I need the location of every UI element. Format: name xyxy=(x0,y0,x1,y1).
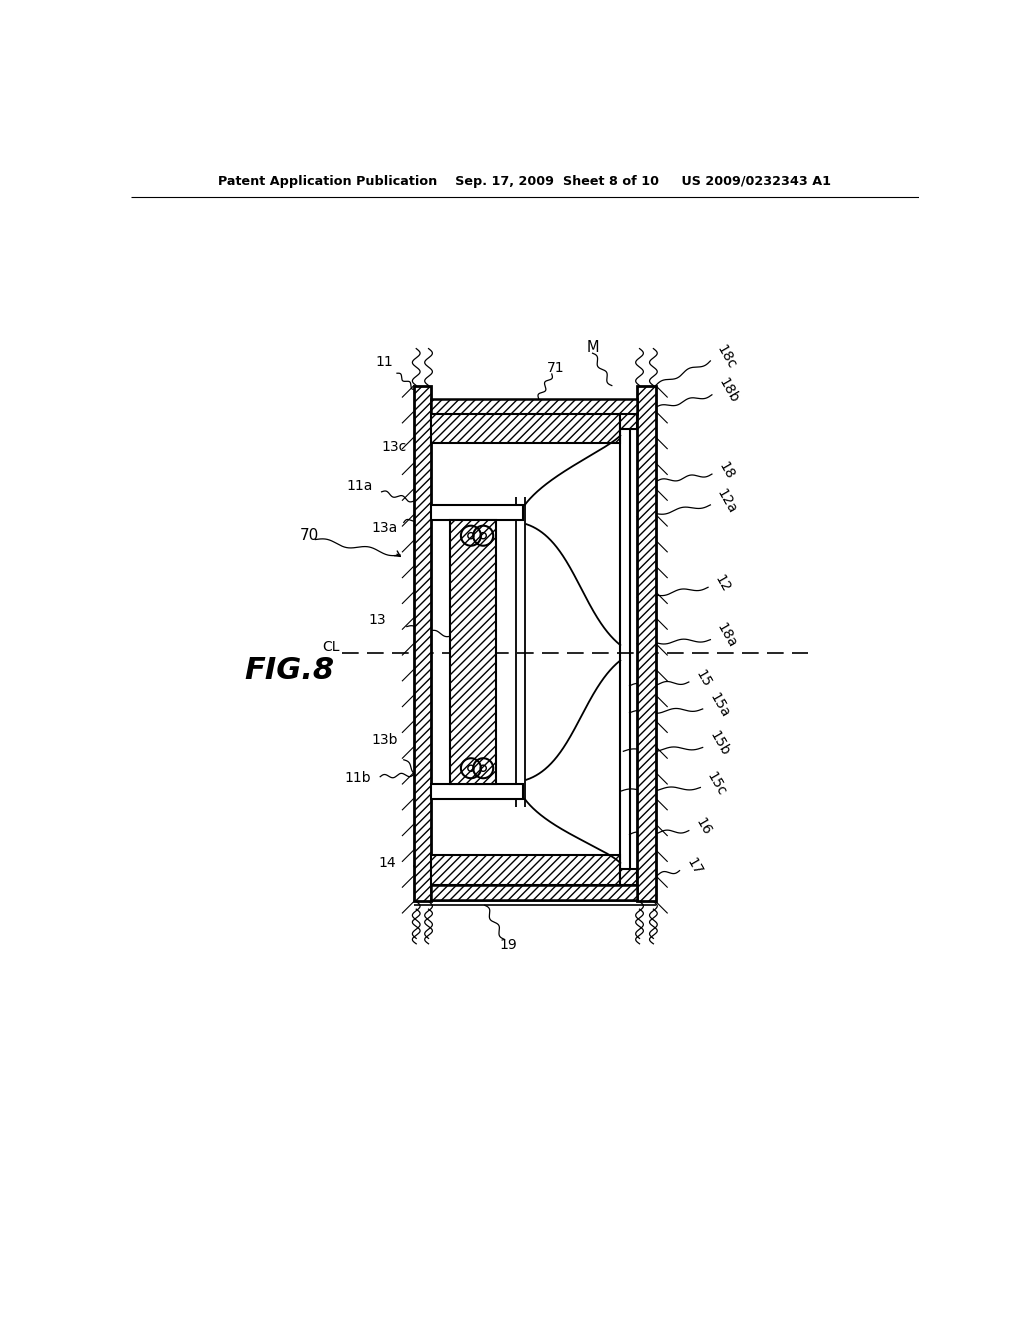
Text: 12a: 12a xyxy=(714,486,739,516)
Bar xyxy=(431,414,620,444)
Text: 15a: 15a xyxy=(707,690,732,719)
Text: 11a: 11a xyxy=(347,479,373,492)
Text: 15: 15 xyxy=(692,667,714,689)
Text: 18: 18 xyxy=(716,459,736,482)
Bar xyxy=(431,506,523,520)
Text: 12: 12 xyxy=(712,573,733,594)
Text: 14: 14 xyxy=(378,855,396,870)
Text: 19: 19 xyxy=(499,939,517,952)
Bar xyxy=(431,784,523,799)
Text: 11b: 11b xyxy=(344,771,371,785)
Text: 18c: 18c xyxy=(714,343,739,371)
Text: 13a: 13a xyxy=(372,521,397,535)
Text: 13c: 13c xyxy=(381,440,407,454)
Text: 17: 17 xyxy=(683,855,705,878)
Bar xyxy=(431,855,620,884)
Text: 18b: 18b xyxy=(716,376,741,407)
Bar xyxy=(431,884,637,900)
Text: 13b: 13b xyxy=(372,733,398,747)
Text: 13: 13 xyxy=(369,614,386,627)
Text: 16: 16 xyxy=(692,816,714,838)
Bar xyxy=(621,869,637,884)
Text: 15b: 15b xyxy=(707,729,732,759)
Text: 15c: 15c xyxy=(705,770,729,799)
Text: Patent Application Publication    Sep. 17, 2009  Sheet 8 of 10     US 2009/02323: Patent Application Publication Sep. 17, … xyxy=(218,176,831,189)
Bar xyxy=(414,385,431,902)
Text: CL: CL xyxy=(323,640,340,653)
Text: FIG.8: FIG.8 xyxy=(245,656,335,685)
Bar xyxy=(451,520,497,784)
Text: 11: 11 xyxy=(376,355,393,370)
Text: M: M xyxy=(587,339,599,355)
Text: 71: 71 xyxy=(547,360,564,375)
Bar xyxy=(637,385,655,902)
Text: 18a: 18a xyxy=(714,620,739,651)
Bar xyxy=(431,399,637,414)
Text: 70: 70 xyxy=(300,528,319,544)
Bar xyxy=(621,414,637,429)
